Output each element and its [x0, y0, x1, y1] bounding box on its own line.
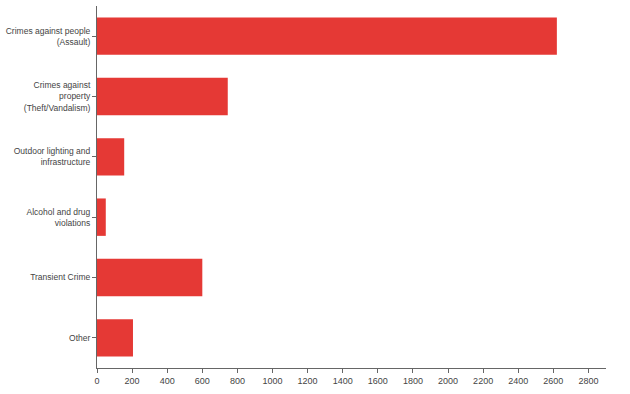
- svg-text:2000: 2000: [438, 376, 458, 386]
- svg-text:Other: Other: [69, 333, 90, 343]
- svg-text:2200: 2200: [473, 376, 493, 386]
- svg-text:1000: 1000: [263, 376, 283, 386]
- svg-text:Crimes against people(Assault): Crimes against people(Assault): [6, 26, 91, 47]
- svg-text:2600: 2600: [543, 376, 563, 386]
- svg-text:Crimes againstproperty(Theft/V: Crimes againstproperty(Theft/Vandalism): [24, 80, 91, 112]
- svg-text:800: 800: [230, 376, 245, 386]
- svg-text:1800: 1800: [403, 376, 423, 386]
- svg-text:400: 400: [160, 376, 175, 386]
- svg-text:1600: 1600: [368, 376, 388, 386]
- svg-text:Outdoor lighting andinfrastruc: Outdoor lighting andinfrastructure: [14, 146, 91, 167]
- svg-text:Alcohol and drugviolations: Alcohol and drugviolations: [27, 207, 91, 228]
- svg-text:1400: 1400: [333, 376, 353, 386]
- svg-text:200: 200: [125, 376, 140, 386]
- svg-text:Transient Crime: Transient Crime: [30, 272, 90, 282]
- svg-text:1200: 1200: [298, 376, 318, 386]
- svg-text:0: 0: [94, 376, 99, 386]
- svg-text:2800: 2800: [578, 376, 598, 386]
- svg-text:600: 600: [195, 376, 210, 386]
- svg-text:2400: 2400: [508, 376, 528, 386]
